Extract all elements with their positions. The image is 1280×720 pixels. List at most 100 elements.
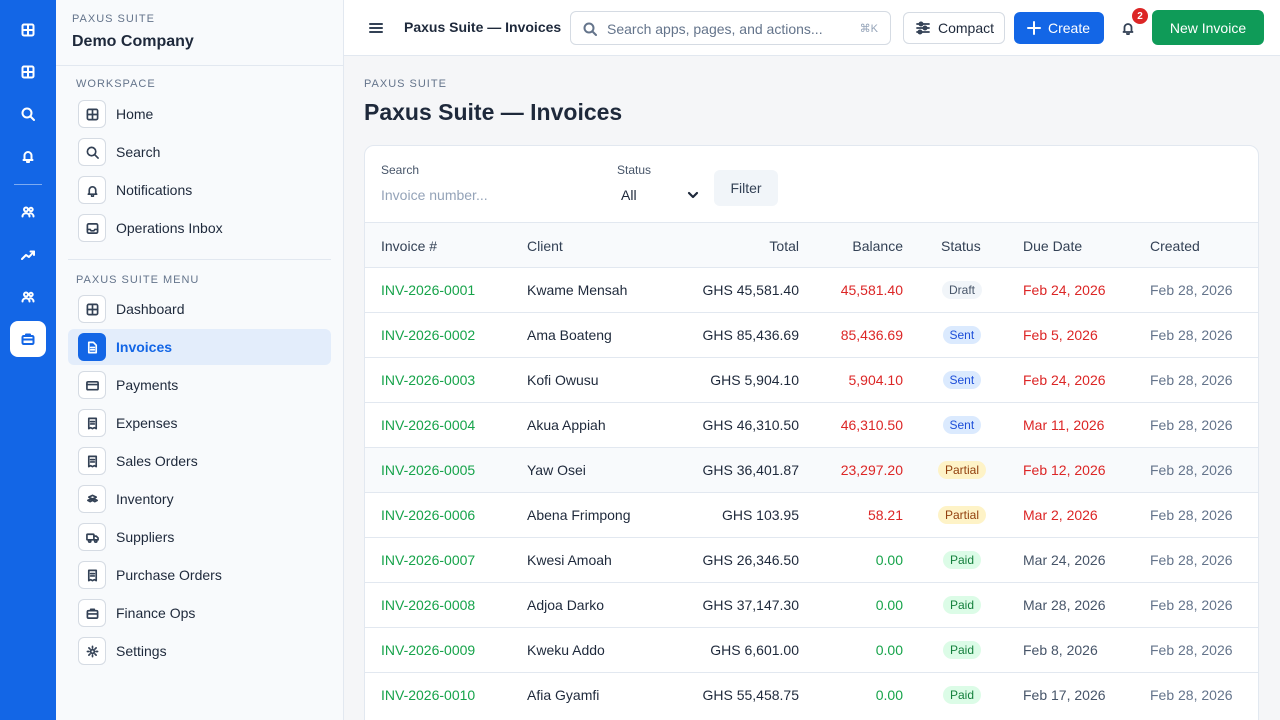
sidebar-icon	[78, 371, 106, 399]
table-row[interactable]: INV-2026-0006 Abena Frimpong GHS 103.95 58.…	[365, 492, 1258, 537]
sidebar-item-purchase-orders[interactable]: Purchase Orders	[68, 557, 331, 593]
sidebar-item-finance-ops[interactable]: Finance Ops	[68, 595, 331, 631]
menu-toggle-button[interactable]	[366, 18, 386, 38]
breadcrumb[interactable]: PAXUS SUITE	[364, 78, 447, 90]
due-date: Mar 28, 2026	[1023, 597, 1106, 613]
create-label: Create	[1048, 20, 1091, 36]
due-date: Mar 2, 2026	[1023, 507, 1098, 523]
invoice-number-link[interactable]: INV-2026-0004	[381, 417, 476, 433]
column-header-created[interactable]: Created	[1150, 238, 1200, 254]
users-icon	[21, 291, 35, 303]
sidebar-icon	[78, 409, 106, 437]
column-header-client[interactable]: Client	[527, 238, 563, 254]
search-shortcut-hint: ⌘K	[859, 23, 878, 35]
invoice-number-link[interactable]: INV-2026-0008	[381, 597, 476, 613]
invoice-balance: 46,310.50	[840, 417, 903, 433]
invoice-number-link[interactable]: INV-2026-0007	[381, 552, 476, 568]
sidebar-item-dashboard[interactable]: Dashboard	[68, 291, 331, 327]
invoice-total: GHS 103.95	[721, 507, 799, 523]
sidebar-item-invoices[interactable]: Invoices	[68, 329, 331, 365]
notifications-button[interactable]	[1118, 18, 1138, 38]
status-filter-label: Status	[617, 163, 652, 177]
status-badge: Draft	[942, 281, 983, 299]
rail-button-search[interactable]	[10, 96, 46, 132]
topbar-title: Paxus Suite — Invoices	[404, 19, 562, 35]
invoice-number-link[interactable]: INV-2026-0005	[381, 462, 476, 478]
sidebar-item-notifications[interactable]: Notifications	[68, 172, 331, 208]
receipt-icon	[87, 455, 97, 467]
sidebar-item-settings[interactable]: Settings	[68, 633, 331, 669]
rail-button-grid[interactable]	[10, 54, 46, 90]
due-date: Feb 5, 2026	[1023, 327, 1098, 343]
sidebar-item-payments[interactable]: Payments	[68, 367, 331, 403]
sidebar-icon	[78, 523, 106, 551]
search-filter-label: Search	[381, 163, 420, 177]
grid-icon	[86, 303, 98, 315]
receipt-icon	[87, 417, 97, 429]
workspace-section-label: WORKSPACE	[76, 78, 156, 90]
rail-button-trend[interactable]	[10, 237, 46, 273]
sidebar-item-label: Operations Inbox	[116, 220, 223, 236]
boxes-icon	[86, 493, 98, 502]
table-row[interactable]: INV-2026-0005 Yaw Osei GHS 36,401.87 23,297…	[365, 447, 1258, 492]
rail-button-users[interactable]	[10, 194, 46, 230]
column-header-status[interactable]: Status	[941, 238, 981, 254]
sidebar-item-label: Home	[116, 106, 154, 122]
create-button[interactable]: Create	[1014, 12, 1104, 44]
table-header: Invoice # Client Total Balance Status Due Dat…	[365, 222, 1258, 267]
sidebar-item-expenses[interactable]: Expenses	[68, 405, 331, 441]
invoice-number-link[interactable]: INV-2026-0010	[381, 687, 476, 703]
column-header-balance[interactable]: Balance	[852, 238, 903, 254]
filter-button[interactable]: Filter	[714, 170, 778, 206]
table-row[interactable]: INV-2026-0002 Ama Boateng GHS 85,436.69 85,…	[365, 312, 1258, 357]
invoice-number-link[interactable]: INV-2026-0002	[381, 327, 476, 343]
table-row[interactable]: INV-2026-0009 Kweku Addo GHS 6,601.00 0.00 P…	[365, 627, 1258, 672]
search-icon	[583, 22, 597, 36]
table-row[interactable]: INV-2026-0008 Adjoa Darko GHS 37,147.30 0.0…	[365, 582, 1258, 627]
table-row[interactable]: INV-2026-0003 Kofi Owusu GHS 5,904.10 5,904…	[365, 357, 1258, 402]
invoice-number-link[interactable]: INV-2026-0001	[381, 282, 476, 298]
status-badge: Paid	[943, 686, 982, 704]
new-invoice-button[interactable]: New Invoice	[1152, 10, 1264, 45]
sidebar-item-suppliers[interactable]: Suppliers	[68, 519, 331, 555]
column-header-invoice[interactable]: Invoice #	[381, 238, 438, 254]
invoice-balance: 85,436.69	[840, 327, 903, 343]
table-row[interactable]: INV-2026-0004 Akua Appiah GHS 46,310.50 46,…	[365, 402, 1258, 447]
rail-button-briefcase[interactable]	[10, 321, 46, 357]
invoice-balance: 0.00	[875, 597, 903, 613]
due-date: Feb 8, 2026	[1023, 642, 1098, 658]
table-row[interactable]: INV-2026-0001 Kwame Mensah GHS 45,581.40 45…	[365, 267, 1258, 312]
search-icon	[86, 146, 99, 159]
plus-icon	[1027, 21, 1041, 35]
global-search-input[interactable]: Search apps, pages, and actions... ⌘K	[570, 11, 891, 45]
rail-button-grid[interactable]	[10, 12, 46, 48]
page-title: Paxus Suite — Invoices	[364, 99, 623, 125]
rail-button-users[interactable]	[10, 279, 46, 315]
sidebar-item-home[interactable]: Home	[68, 96, 331, 132]
invoice-number-link[interactable]: INV-2026-0009	[381, 642, 476, 658]
users-icon	[21, 206, 35, 218]
column-header-total[interactable]: Total	[769, 238, 799, 254]
invoice-search-input[interactable]: Invoice number...	[381, 187, 488, 203]
column-header-due-date[interactable]: Due Date	[1023, 238, 1083, 254]
compact-toggle-button[interactable]: Compact	[903, 12, 1005, 44]
invoice-number-link[interactable]: INV-2026-0003	[381, 372, 476, 388]
table-row[interactable]: INV-2026-0007 Kwesi Amoah GHS 26,346.50 0.0…	[365, 537, 1258, 582]
sidebar-item-label: Search	[116, 144, 161, 160]
sidebar-item-sales-orders[interactable]: Sales Orders	[68, 443, 331, 479]
rail-button-bell[interactable]	[10, 138, 46, 174]
sidebar-icon	[78, 100, 106, 128]
status-select[interactable]: All	[621, 187, 637, 203]
sidebar-item-operations-inbox[interactable]: Operations Inbox	[68, 210, 331, 246]
table-row[interactable]: INV-2026-0010 Afia Gyamfi GHS 55,458.75 0.0…	[365, 672, 1258, 717]
client-name: Akua Appiah	[527, 417, 606, 433]
sidebar-item-search[interactable]: Search	[68, 134, 331, 170]
gear-icon	[86, 645, 98, 657]
company-name[interactable]: Demo Company	[72, 33, 194, 50]
sidebar-item-inventory[interactable]: Inventory	[68, 481, 331, 517]
sidebar-icon	[78, 447, 106, 475]
invoice-total: GHS 37,147.30	[702, 597, 799, 613]
due-date: Feb 12, 2026	[1023, 462, 1106, 478]
created-date: Feb 28, 2026	[1150, 327, 1233, 343]
invoice-number-link[interactable]: INV-2026-0006	[381, 507, 476, 523]
